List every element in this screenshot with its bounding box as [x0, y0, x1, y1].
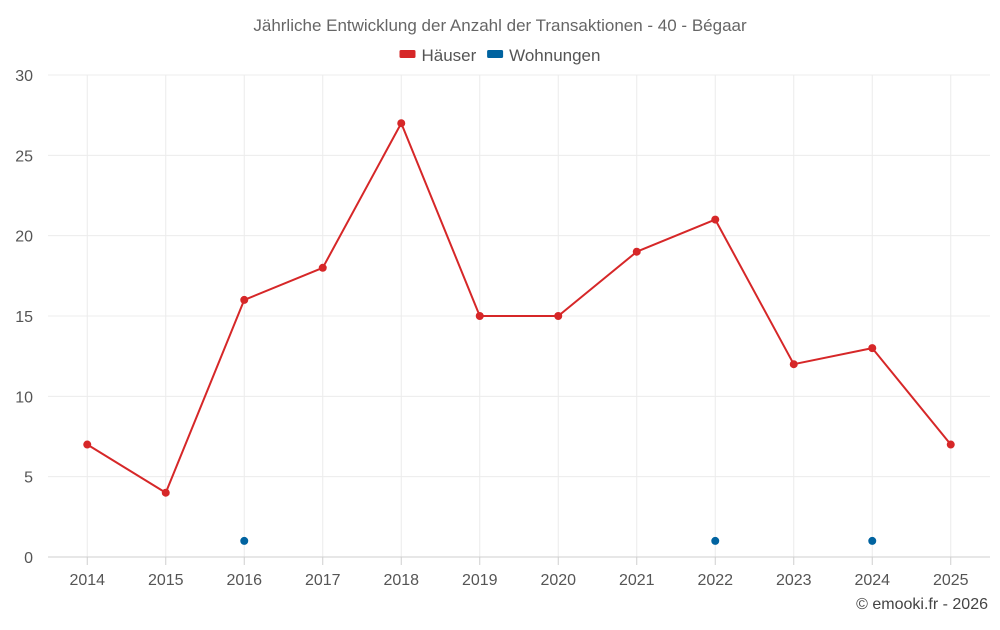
y-tick-label: 10 [15, 389, 33, 406]
x-tick-label: 2014 [69, 572, 105, 589]
data-point [554, 312, 563, 320]
x-tick-label: 2015 [148, 572, 184, 589]
y-tick-label: 5 [24, 470, 33, 487]
data-point [161, 488, 170, 497]
legend-label-1: Wohnungen [509, 46, 600, 65]
x-tick-label: 2016 [226, 572, 262, 589]
chart-title: Jährliche Entwicklung der Anzahl der Tra… [253, 16, 747, 35]
data-point [632, 247, 641, 256]
data-point [789, 360, 798, 369]
data-point [318, 263, 327, 272]
series-0 [83, 119, 955, 497]
data-point [711, 215, 720, 224]
legend-label-0: Häuser [422, 46, 477, 65]
legend: Häuser Wohnungen [399, 46, 600, 65]
data-point [475, 312, 484, 320]
x-tick-label: 2019 [462, 572, 498, 589]
data-point [83, 440, 92, 449]
x-tick-label: 2017 [305, 572, 341, 589]
y-tick-label: 25 [15, 148, 33, 165]
data-point [946, 440, 955, 449]
data-point [240, 295, 249, 304]
series-line-0 [86, 122, 952, 494]
x-tick-label: 2024 [854, 572, 890, 589]
series-1 [240, 536, 877, 545]
legend-swatch-0 [399, 50, 416, 58]
data-point [711, 536, 720, 545]
x-axis-ticks: 2014 2015 2016 2017 2018 2019 2020 2021 2022 2023… [69, 557, 969, 589]
x-tick-label: 2022 [697, 572, 733, 589]
x-tick-label: 2020 [540, 572, 576, 589]
x-tick-label: 2025 [933, 572, 969, 589]
x-tick-label: 2021 [619, 572, 655, 589]
y-tick-label: 20 [15, 229, 33, 246]
series-layer [83, 119, 955, 545]
data-point [240, 536, 249, 545]
legend-swatch-1 [487, 50, 504, 58]
x-tick-label: 2023 [776, 572, 812, 589]
y-tick-label: 0 [24, 550, 33, 567]
y-tick-label: 15 [15, 309, 33, 326]
y-tick-label: 30 [15, 68, 33, 85]
y-axis-ticks: 0 5 10 15 20 25 30 [15, 68, 33, 567]
credit-text: © emooki.fr - 2026 [856, 596, 988, 613]
data-point [397, 119, 406, 128]
data-point [868, 344, 877, 353]
x-tick-label: 2018 [383, 572, 419, 589]
data-point [868, 536, 877, 545]
